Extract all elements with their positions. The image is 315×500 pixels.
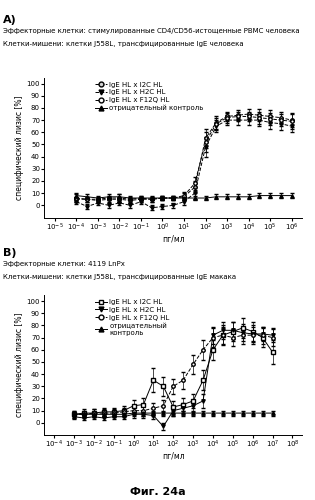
Text: Клетки-мишени: клетки J558L, трансфицированные IgE макака: Клетки-мишени: клетки J558L, трансфициро…	[3, 274, 236, 280]
Text: A): A)	[3, 15, 17, 25]
Y-axis label: специфический лизис [%]: специфический лизис [%]	[15, 95, 24, 200]
X-axis label: пг/мл: пг/мл	[162, 452, 185, 461]
Text: Эффекторные клетки: стимулированные CD4/CD56-истощенные PBMC человека: Эффекторные клетки: стимулированные CD4/…	[3, 28, 300, 34]
Legend: IgE HL x I2C HL, IgE HL x H2C HL, IgE HL x F12Q HL, отрицательный
контроль: IgE HL x I2C HL, IgE HL x H2C HL, IgE HL…	[94, 298, 170, 337]
Text: Клетки-мишени: клетки J558L, трансфицированные IgE человека: Клетки-мишени: клетки J558L, трансфициро…	[3, 41, 244, 47]
Text: B): B)	[3, 248, 17, 258]
Text: Эффекторные клетки: 4119 LnPx: Эффекторные клетки: 4119 LnPx	[3, 261, 125, 267]
Y-axis label: специфический лизис [%]: специфический лизис [%]	[15, 313, 24, 417]
Text: Фиг. 24а: Фиг. 24а	[130, 487, 185, 497]
X-axis label: пг/мл: пг/мл	[162, 234, 185, 244]
Legend: IgE HL x I2C HL, IgE HL x H2C HL, IgE HL x F12Q HL, отрицательный контроль: IgE HL x I2C HL, IgE HL x H2C HL, IgE HL…	[94, 81, 204, 112]
